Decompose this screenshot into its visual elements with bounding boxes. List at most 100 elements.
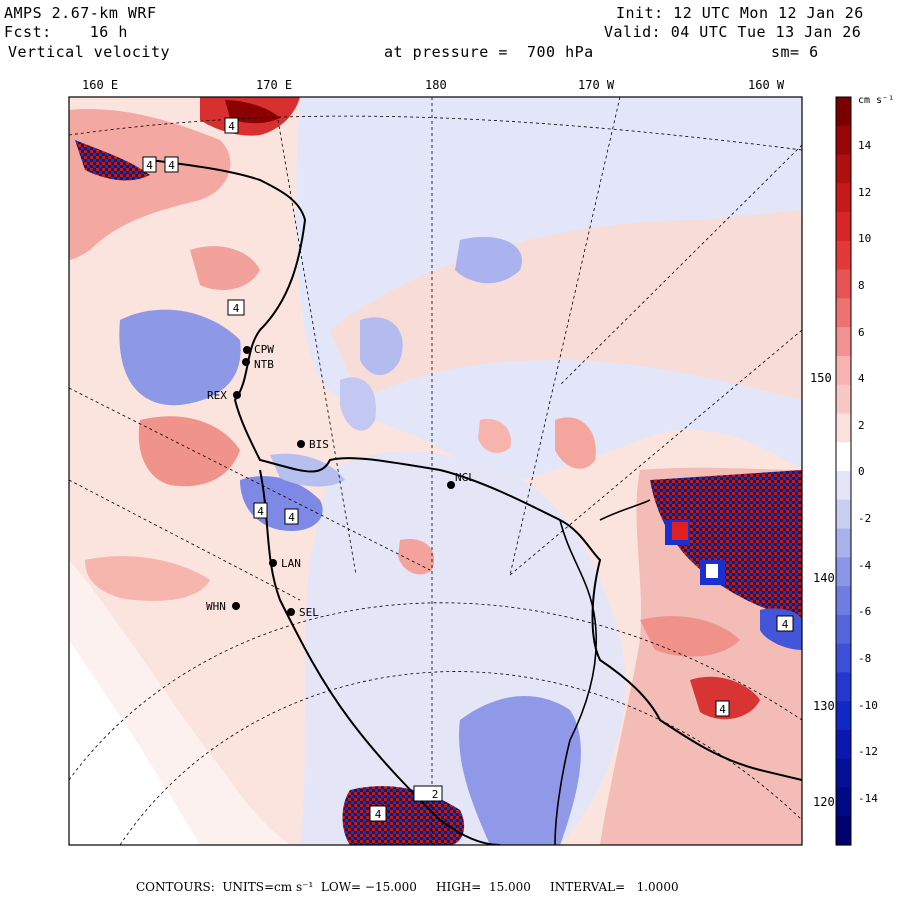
colorbar-swatch [836,183,851,213]
extreme-marker: 4 [227,299,245,316]
descent-patch-3 [270,453,345,487]
forecast-hour: Fcst: 16 h [4,23,128,41]
colorbar-swatch [836,269,851,299]
ascent-patch-2 [190,246,260,290]
init-time: Init: 12 UTC Mon 12 Jan 26 [616,4,864,22]
lon-label-160w: 160 W [748,78,785,92]
station-lan: LAN [269,557,301,570]
colorbar-label-2: 2 [858,419,865,432]
strong-ascent-east-1 [672,522,688,540]
colorbar-label-10: 10 [858,232,872,245]
lon-label-170e: 170 E [256,78,293,92]
station-whn: WHN [206,600,240,613]
ascent-patch-3 [85,556,210,601]
pressure-level: at pressure = 700 hPa [384,43,594,61]
colorbar-swatch [836,672,851,702]
map-frame [68,96,803,846]
colorbar-swatch [836,384,851,415]
extreme-marker: 4 [369,805,387,822]
extreme-marker: 4 [284,508,299,525]
colorbar-swatch [836,97,851,127]
colorbar-swatch [836,212,851,242]
colorbar-label-12: 12 [858,186,872,199]
colorbar-label-neg6: -6 [858,605,872,618]
colorbar-swatch [836,413,851,443]
colorbar-swatch [836,557,851,587]
lon-label-170w: 170 W [578,78,615,92]
station-label-sel: SEL [299,606,319,619]
colorbar-swatch [836,471,851,501]
station-label-bis: BIS [309,438,329,451]
extreme-marker-label: 4 [168,159,175,172]
colorbar [836,97,851,846]
extreme-markers: 4 4 4 4 4 4 4 4 2 4 [142,117,794,822]
ascent-patch-1 [138,416,240,487]
station-label-lan: LAN [281,557,301,570]
ascent-patch-ross-1 [555,417,596,469]
extreme-marker: 4 [253,502,268,519]
model-title: AMPS 2.67-km WRF [4,4,157,22]
lon-label-180: 180 [425,78,447,92]
colorbar-swatch [836,729,851,760]
colorbar-swatch [836,701,851,731]
colorbar-frame [835,96,852,846]
colorbar-swatch [836,298,851,328]
colorbar-swatch [836,643,851,673]
colorbar-swatch [836,787,851,817]
colorbar-swatch [836,586,851,616]
colorbar-swatch [836,154,851,184]
station-label-rex: REX [207,389,227,402]
colorbar-label-6: 6 [858,326,865,339]
colorbar-swatch [836,614,851,645]
colorbar-label-0: 0 [858,465,865,478]
colorbar-label-neg2: -2 [858,512,872,525]
ascent-patch-ross-2 [478,419,511,453]
graticule [69,97,802,845]
colorbar-label-neg14: -14 [858,792,878,805]
colorbar-label-4: 4 [858,372,865,385]
colorbar-swatch [836,499,851,530]
station-label-cpw: CPW [254,343,274,356]
station-ngl: NGL [447,471,475,489]
ascent-zone-nw [69,109,231,260]
station-rex: REX [207,389,241,402]
colorbar-label-neg4: -4 [858,559,872,572]
weak-ascent-band [330,210,802,400]
extreme-marker: 4 [224,117,239,134]
turbulent-zone-east [650,470,802,620]
extreme-marker-label: 4 [288,511,295,524]
colorbar-units: cm s⁻¹ [858,95,894,106]
ice-shelf-edge [259,469,501,845]
lon-label-160e: 160 E [82,78,119,92]
station-bis: BIS [297,438,329,451]
extreme-marker-label: 4 [233,302,240,315]
colorbar-label-neg8: -8 [858,652,872,665]
colorbar-label-8: 8 [858,279,865,292]
descent-patch-1 [119,309,241,406]
shelf-boundary-east [554,519,598,845]
valid-time: Valid: 04 UTC Tue 13 Jan 26 [604,23,862,41]
ascent-patch-east [640,616,740,657]
station-label-whn: WHN [206,600,226,613]
descent-patch-ross-2 [455,236,522,284]
colorbar-label-14: 14 [858,139,872,152]
extreme-marker-label: 4 [146,159,153,172]
ascent-patch-ross-3 [398,539,435,575]
descent-tongue-south [459,696,581,845]
smoothing: sm= 6 [771,43,819,61]
contour-info: CONTOURS: UNITS=cm s⁻¹ LOW= −15.000 HIGH… [136,880,679,894]
colorbar-swatch [836,327,851,357]
extreme-marker-label: 4 [375,808,382,821]
extreme-marker: 4 [776,615,794,632]
stations: CPW NTB REX BIS NGL LAN WHN SEL [206,343,475,619]
map-field [69,97,802,845]
turbulent-zone-nw [75,140,150,181]
colorbar-swatch [836,758,851,789]
low-amplitude-region [69,560,290,845]
station-sel: SEL [287,606,319,619]
core-east-2 [706,564,718,578]
extreme-marker: 4 [715,700,730,717]
colorbar-swatch [836,816,851,846]
extreme-marker-label: 2 [432,788,439,801]
